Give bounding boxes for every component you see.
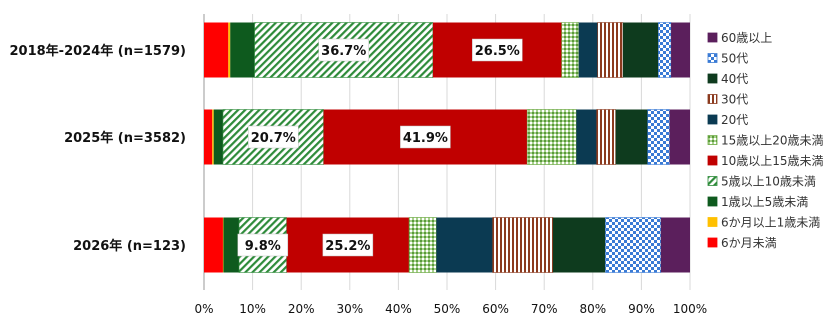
data-label-box [248,125,299,149]
legend-swatch [707,155,718,166]
legend-item: 6か月未満 [707,236,777,250]
bar-segment [492,217,554,273]
bar-segment [204,109,213,165]
legend-label: 30代 [721,93,748,107]
bar-segment [669,109,690,165]
bar-segment [596,109,616,165]
data-label: 41.9% [400,125,451,149]
x-tick-label: 60% [482,302,509,316]
bar-segment [204,217,223,273]
bar-segment [658,22,672,78]
bar-segment [576,109,597,165]
legend-swatch [707,135,718,145]
legend-item: 10歳以上15歳未満 [707,154,824,168]
data-label-box [472,38,523,62]
legend-item: 1歳以上5歳未満 [707,195,808,209]
x-tick-label: 30% [336,302,363,316]
data-label-box [400,125,451,149]
data-label: 25.2% [322,233,374,257]
data-label: 36.7% [318,38,369,62]
legend: 60歳以上 50代 40代 30代 20代 15歳以上20歳未満 10歳以上15歳未満 5歳以… [707,31,824,250]
bar-segment [230,22,255,78]
category-label: 2018年-2024年 (n=1579) [10,43,187,59]
legend-swatch [707,94,718,104]
bar-segment [671,22,690,78]
data-label-box [318,38,369,62]
x-tick-label: 90% [628,302,655,316]
legend-label: 6か月未満 [721,236,777,250]
category-label: 2026年 (n=123) [73,238,186,254]
bar-segment [660,217,690,273]
legend-item: 5歳以上10歳未満 [707,175,816,189]
legend-swatch [707,237,718,248]
category-label: 2025年 (n=3582) [64,130,186,146]
bar-segment [622,22,659,78]
data-label-box [237,233,289,257]
legend-item: 15歳以上20歳未満 [707,134,824,148]
legend-label: 20代 [721,113,748,127]
data-label-text: 41.9% [403,131,448,146]
x-tick-label: 50% [434,302,461,316]
data-label-text: 25.2% [325,239,370,254]
x-tick-label: 70% [531,302,558,316]
data-label-text: 26.5% [475,44,520,59]
bar-segment [436,217,493,273]
legend-item: 50代 [707,52,748,66]
data-label-box [322,233,374,257]
legend-label: 60歳以上 [721,31,772,45]
legend-label: 1歳以上5歳未満 [721,195,808,209]
bar-segment [408,217,437,273]
data-label-text: 9.8% [245,239,281,254]
data-label-text: 36.7% [321,44,366,59]
bar-segment [213,109,223,165]
bar-segment [212,109,214,165]
legend-label: 10歳以上15歳未満 [721,154,824,168]
data-label-text: 20.7% [251,131,296,146]
x-tick-label: 0% [194,302,213,316]
x-axis: 0% 10% 20% 30% 40% 50% 60% 70% 80% 90% 100% [194,14,707,316]
bar-segment [597,22,624,78]
bar-segment [647,109,670,165]
bar-segment [223,217,239,273]
bar-segment [228,22,231,78]
data-label: 20.7% [248,125,299,149]
legend-swatch [707,196,718,207]
legend-swatch [707,32,718,43]
data-labels: 36.7% 20.7% 9.8% 26.5% 41.9% 25.2% [237,38,523,257]
legend-swatch [707,53,718,63]
legend-item: 6か月以上1歳未満 [707,216,820,230]
bar-segment [526,109,577,165]
bar-segment [552,217,606,273]
legend-swatch [707,73,718,84]
legend-swatch [707,217,718,227]
data-label: 26.5% [472,38,523,62]
bar-segment [561,22,580,78]
x-tick-label: 20% [288,302,315,316]
legend-item: 20代 [707,113,748,127]
x-tick-label: 40% [385,302,412,316]
data-label: 9.8% [237,233,289,257]
legend-label: 6か月以上1歳未満 [721,216,820,230]
bars [204,22,690,273]
category-axis: 2018年-2024年 (n=1579) 2025年 (n=3582) 2026年 … [10,43,187,254]
bar-segment [605,217,662,273]
legend-swatch [707,176,718,186]
legend-label: 5歳以上10歳未満 [721,175,816,189]
x-tick-label: 80% [579,302,606,316]
legend-swatch [707,114,718,125]
bar-segment [615,109,648,165]
legend-label: 40代 [721,72,748,86]
bar-segment [578,22,598,78]
legend-item: 40代 [707,72,748,86]
legend-label: 50代 [721,52,748,66]
x-tick-label: 10% [239,302,266,316]
bar-segment [204,22,229,78]
legend-item: 60歳以上 [707,31,772,45]
x-tick-label: 100% [673,302,707,316]
legend-item: 30代 [707,93,748,107]
legend-label: 15歳以上20歳未満 [721,134,824,148]
